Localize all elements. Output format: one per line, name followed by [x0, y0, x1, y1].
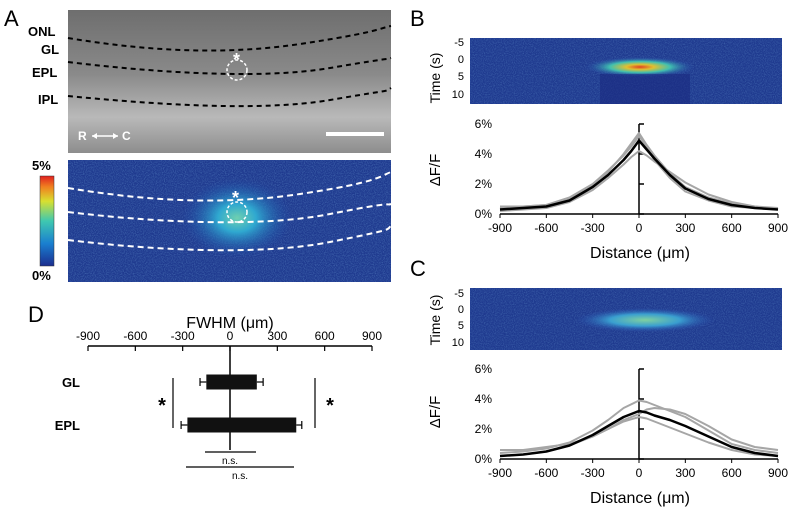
layer-label-gl: GL [41, 42, 59, 57]
electrode-asterisk: * [233, 50, 240, 70]
orientation-caudal: C [122, 129, 131, 143]
fwhm-category-label: EPL [55, 418, 80, 433]
panel-letter-c: C [410, 256, 426, 281]
plot-b-xtick-label: -300 [581, 221, 605, 235]
fwhm-xtick-label: -900 [76, 329, 100, 343]
plot-b-xtick-label: -600 [534, 221, 558, 235]
trace-plot-c: ΔF/F 0% 2% 4% 6% -900 -600 -300 0 300 600 900 Dist… [427, 362, 788, 507]
plot-c-ytick-label: 0% [475, 452, 493, 466]
trace-plot-b: ΔF/F 0% 2% 4% 6% -900 -600 -300 0 300 600 900 Dist… [427, 117, 788, 262]
plot-c-xtick-label: -900 [488, 466, 512, 480]
colorbar-max-label: 5% [32, 158, 51, 173]
plot-c-xtick-label: -300 [581, 466, 605, 480]
scale-bar [326, 132, 384, 136]
plot-c-ytick-label: 2% [475, 422, 493, 436]
layer-label-onl: ONL [28, 24, 56, 39]
plot-c-ytick-label: 4% [475, 392, 493, 406]
plot-b-mean-trace [499, 139, 779, 211]
plot-b-xtick-label: 600 [722, 221, 742, 235]
plot-c-xtick-label: -600 [534, 466, 558, 480]
plot-c-ylabel: ΔF/F [427, 396, 444, 429]
heatmap-c-ytick: 0 [458, 304, 464, 316]
fwhm-xtick-label: 600 [315, 329, 335, 343]
heatmap-c-ylabel: Time (s) [427, 295, 443, 346]
heatmap-b-ylabel: Time (s) [427, 53, 443, 104]
plot-b-ytick-label: 0% [475, 207, 493, 221]
plot-b-xtick-label: -900 [488, 221, 512, 235]
brightfield-image: * R C [67, 10, 392, 153]
fluorescence-map: * [67, 160, 392, 282]
heatmap-c-ytick: -5 [454, 288, 464, 300]
panel-letter-a: A [4, 6, 19, 31]
plot-c-xtick-label: 0 [636, 466, 643, 480]
plot-b-xtick-label: 0 [636, 221, 643, 235]
plot-c-mean-trace [499, 409, 779, 458]
plot-c-xtick-label: 900 [768, 466, 788, 480]
fwhm-xtick-label: -600 [123, 329, 147, 343]
plot-c-ytick-label: 6% [475, 362, 493, 376]
fwhm-xtick-label: 0 [227, 329, 234, 343]
plot-c-xtick-label: 600 [722, 466, 742, 480]
plot-b-ytick-label: 6% [475, 117, 493, 131]
colorbar: 5% 0% [32, 158, 55, 283]
plot-b-trial-trace [499, 135, 779, 211]
heatmap-b-ytick: 0 [458, 54, 464, 66]
layer-label-ipl: IPL [38, 92, 58, 107]
panel-letter-d: D [28, 302, 44, 327]
ns-label-1: n.s. [222, 456, 238, 467]
fwhm-bar [187, 417, 297, 433]
fwhm-xtick-label: 900 [362, 329, 382, 343]
fwhm-category-label: GL [62, 375, 80, 390]
plot-b-ytick-label: 4% [475, 147, 493, 161]
panel-letter-b: B [410, 6, 425, 31]
fwhm-xtick-label: -300 [171, 329, 195, 343]
layer-label-epl: EPL [32, 65, 57, 80]
heatmap-b-ytick: -5 [454, 37, 464, 49]
plot-b-ytick-label: 2% [475, 177, 493, 191]
fwhm-bar [206, 374, 257, 390]
sig-marker-right: * [326, 395, 334, 417]
heatmap-c-ytick: 5 [458, 320, 464, 332]
plot-c-xtick-label: 300 [675, 466, 695, 480]
sig-marker-left: * [158, 395, 166, 417]
plot-b-xtick-label: 900 [768, 221, 788, 235]
heatmap-c-ytick: 10 [452, 337, 464, 349]
ns-label-2: n.s. [232, 471, 248, 482]
plot-b-ylabel: ΔF/F [427, 154, 444, 187]
heatmap-c: Time (s) -5 0 5 10 [427, 288, 782, 350]
plot-c-xlabel: Distance (μm) [590, 490, 690, 507]
orientation-rostral: R [78, 129, 87, 143]
colorbar-min-label: 0% [32, 268, 51, 283]
map-asterisk: * [232, 188, 239, 208]
fwhm-title: FWHM (μm) [186, 315, 273, 332]
heatmap-b-ytick: 10 [452, 89, 464, 101]
fwhm-chart: FWHM (μm) -900 -600 -300 0 300 600 900 GL EPL * * n… [55, 315, 383, 482]
plot-b-xtick-label: 300 [675, 221, 695, 235]
heatmap-b-ytick: 5 [458, 71, 464, 83]
plot-b-xlabel: Distance (μm) [590, 245, 690, 262]
fwhm-xtick-label: 300 [267, 329, 287, 343]
layer-labels: ONL GL EPL IPL [28, 24, 59, 107]
orientation-arrow: R C [78, 129, 131, 143]
heatmap-b: Time (s) -5 0 5 10 [427, 37, 782, 104]
plot-b-trial-trace [499, 150, 779, 212]
